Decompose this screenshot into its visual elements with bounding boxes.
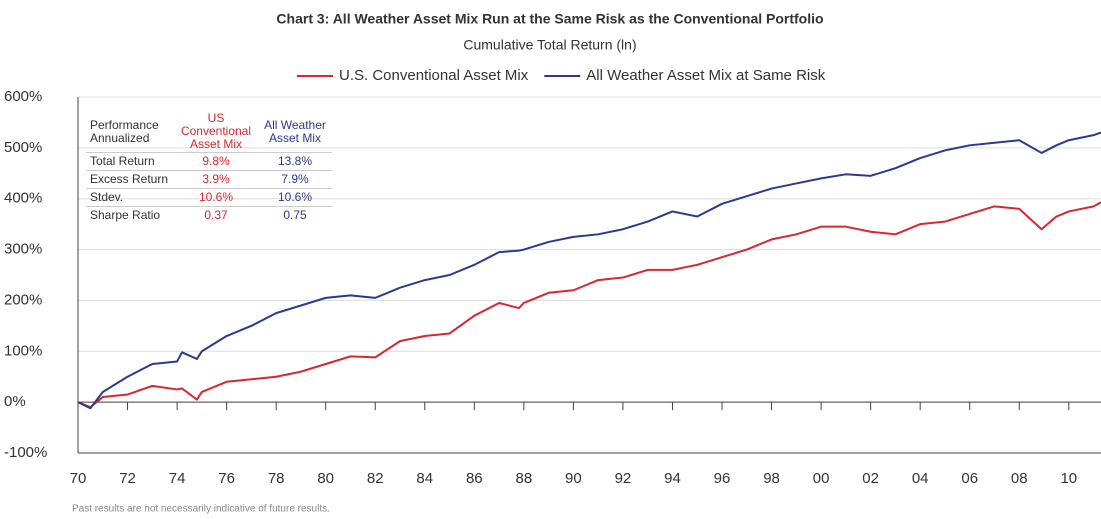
x-tick-label: 82 (367, 470, 384, 487)
x-tick-label: 04 (912, 470, 929, 487)
x-tick-label: 10 (1060, 470, 1077, 487)
x-tick-label: 84 (416, 470, 433, 487)
chart-title: Chart 3: All Weather Asset Mix Run at th… (276, 11, 823, 27)
x-tick-label: 88 (516, 470, 533, 487)
x-tick-label: 94 (664, 470, 681, 487)
x-tick-label: 08 (1011, 470, 1028, 487)
legend-label: All Weather Asset Mix at Same Risk (586, 67, 825, 84)
chart-subtitle: Cumulative Total Return (ln) (463, 37, 636, 53)
table-cell: 13.8% (258, 152, 332, 171)
table-cell: 9.8% (174, 152, 258, 171)
header-cell: US Conventional Asset Mix (180, 111, 252, 151)
x-tick-label: 86 (466, 470, 483, 487)
table-header: Performance Annualized US Conventional A… (86, 111, 332, 153)
x-tick-label: 06 (961, 470, 978, 487)
x-tick-label: 92 (615, 470, 632, 487)
table-row: Total Return 9.8% 13.8% (86, 152, 332, 171)
x-tick-label: 80 (317, 470, 334, 487)
table-cell: 7.9% (258, 170, 332, 189)
table-cell: 0.75 (258, 206, 332, 224)
table-cell: Sharpe Ratio (86, 206, 174, 224)
x-tick-label: 02 (862, 470, 879, 487)
table-row: Sharpe Ratio 0.37 0.75 (86, 206, 332, 224)
y-tick-label: 200% (4, 291, 42, 308)
y-tick-label: 600% (4, 88, 42, 105)
table-cell: Stdev. (86, 188, 174, 207)
x-tick-label: 76 (218, 470, 235, 487)
table-cell: Excess Return (86, 170, 174, 189)
y-tick-label: 400% (4, 190, 42, 207)
x-tick-label: 96 (714, 470, 731, 487)
series-line (77, 131, 1101, 410)
footnote: Past results are not necessarily indicat… (72, 504, 330, 515)
y-tick-label: 100% (4, 342, 42, 359)
x-tick-label: 74 (169, 470, 186, 487)
x-tick-label: 72 (119, 470, 136, 487)
header-cell: Performance Annualized (90, 117, 159, 145)
table-cell: Total Return (86, 152, 174, 171)
table-row: Excess Return 3.9% 7.9% (86, 170, 332, 189)
performance-table: Performance Annualized US Conventional A… (86, 111, 332, 224)
y-tick-label: 500% (4, 139, 42, 156)
table-cell: 10.6% (174, 188, 258, 207)
table-cell: 10.6% (258, 188, 332, 207)
y-tick-label: 0% (4, 393, 26, 410)
x-tick-label: 98 (763, 470, 780, 487)
y-tick-label: 300% (4, 241, 42, 258)
legend-label: U.S. Conventional Asset Mix (339, 67, 529, 84)
y-tick-label: -100% (4, 444, 47, 461)
x-tick-label: 90 (565, 470, 582, 487)
series-line (77, 201, 1101, 409)
x-tick-label: 00 (813, 470, 830, 487)
table-row: Stdev. 10.6% 10.6% (86, 188, 332, 207)
header-cell: All Weather Asset Mix (264, 117, 326, 145)
x-tick-label: 70 (70, 470, 87, 487)
table-cell: 3.9% (174, 170, 258, 189)
x-tick-label: 78 (268, 470, 285, 487)
table-cell: 0.37 (174, 206, 258, 224)
